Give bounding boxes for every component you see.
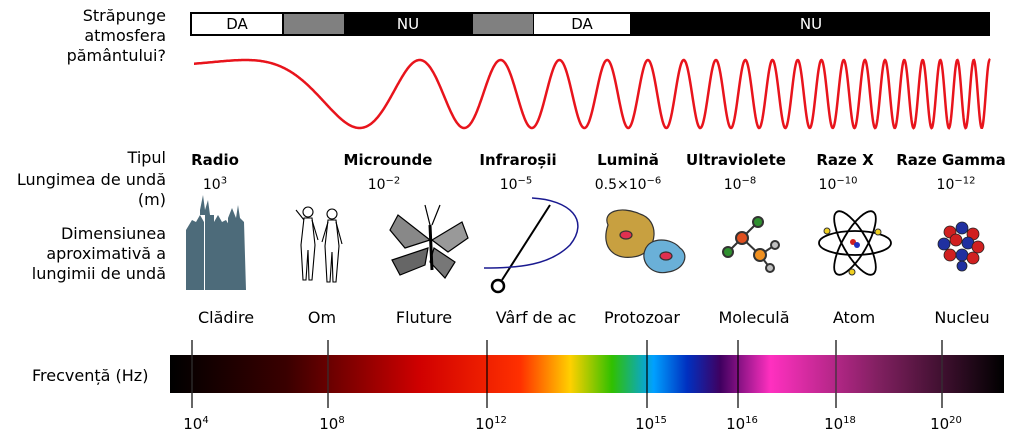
size-object-5: Moleculă [718,308,790,327]
atmo-seg-nu-2: NU [799,15,823,33]
band-wavelength-2: 10−5 [499,175,533,193]
wave-curve [194,58,991,130]
nucleus-icon [937,221,985,272]
atom-icon [818,210,892,276]
frequency-tick-label-1: 108 [319,415,345,433]
molecule-icon [722,216,780,273]
band-type-1: Microunde [343,151,433,169]
band-type-4: Ultraviolete [686,151,786,169]
size-object-2: Fluture [395,308,453,327]
band-type-3: Lumină [597,151,659,169]
band-type-2: Infraroșii [479,151,557,169]
size-object-0: Clădire [197,308,255,327]
size-object-3: Vârf de ac [495,308,577,327]
type-label: Tipul [127,148,166,167]
atmo-seg-partial-1 [284,14,344,34]
frequency-tick-label-2: 1012 [475,415,507,433]
band-type-0: Radio [191,151,239,169]
wavelength-label: Lungimea de undă (m) [16,170,166,209]
band-wavelength-1: 10−2 [367,175,401,193]
atmo-seg-nu-1: NU [396,15,420,33]
size-label: Dimensiunea aproximativă a lungimii de u… [31,224,166,283]
frequency-tick-label-4: 1016 [726,415,758,433]
atmosphere-bar: DA NU DA NU [190,12,990,36]
frequency-tick-label-3: 1015 [635,415,667,433]
band-wavelength-5: 10−10 [818,175,858,193]
frequency-ticks [191,340,943,408]
size-object-1: Om [307,308,337,327]
atmosphere-question: Străpunge atmosfera pământului? [66,6,166,65]
size-object-nucleus: Nucleu [934,308,990,327]
size-object-6: Atom [832,308,876,327]
band-type-6: Raze Gamma [896,151,1006,169]
atmo-seg-partial-2 [473,14,533,34]
size-object-4: Protozoar [603,308,681,327]
butterfly-icon [389,204,469,279]
buildings-icon [186,195,246,290]
band-wavelength-0: 103 [202,175,228,193]
band-type-5: Raze X [816,151,874,169]
band-wavelength-4: 10−8 [723,175,757,193]
atmo-seg-da-2: DA [534,14,630,34]
frequency-label: Frecvență (Hz) [32,366,149,385]
humans-icon [295,206,343,283]
frequency-tick-label-0: 104 [183,415,209,433]
frequency-bar [170,355,1004,393]
band-wavelength-6: 10−12 [936,175,976,193]
frequency-tick-label-6: 1020 [930,415,962,433]
protozoa-icon [605,209,686,274]
frequency-tick-label-5: 1018 [824,415,856,433]
needle-icon [483,197,579,294]
band-wavelength-3: 0.5×10−6 [594,175,662,193]
atmo-seg-da-1: DA [192,14,282,34]
